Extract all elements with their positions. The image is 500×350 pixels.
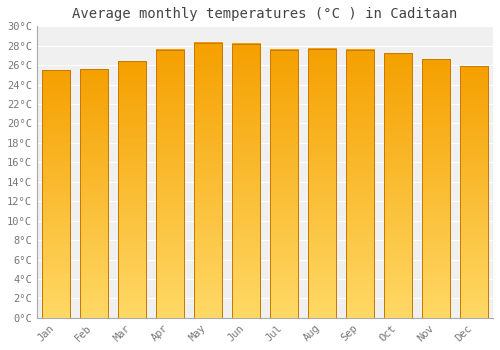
Bar: [270, 50, 298, 318]
Bar: [460, 66, 488, 318]
Bar: [232, 44, 260, 318]
Bar: [42, 70, 70, 318]
Bar: [422, 59, 450, 318]
Bar: [346, 50, 374, 318]
Bar: [118, 61, 146, 318]
Bar: [156, 50, 184, 318]
Bar: [308, 49, 336, 318]
Bar: [80, 69, 108, 318]
Bar: [194, 43, 222, 318]
Title: Average monthly temperatures (°C ) in Caditaan: Average monthly temperatures (°C ) in Ca…: [72, 7, 458, 21]
Bar: [384, 54, 412, 318]
